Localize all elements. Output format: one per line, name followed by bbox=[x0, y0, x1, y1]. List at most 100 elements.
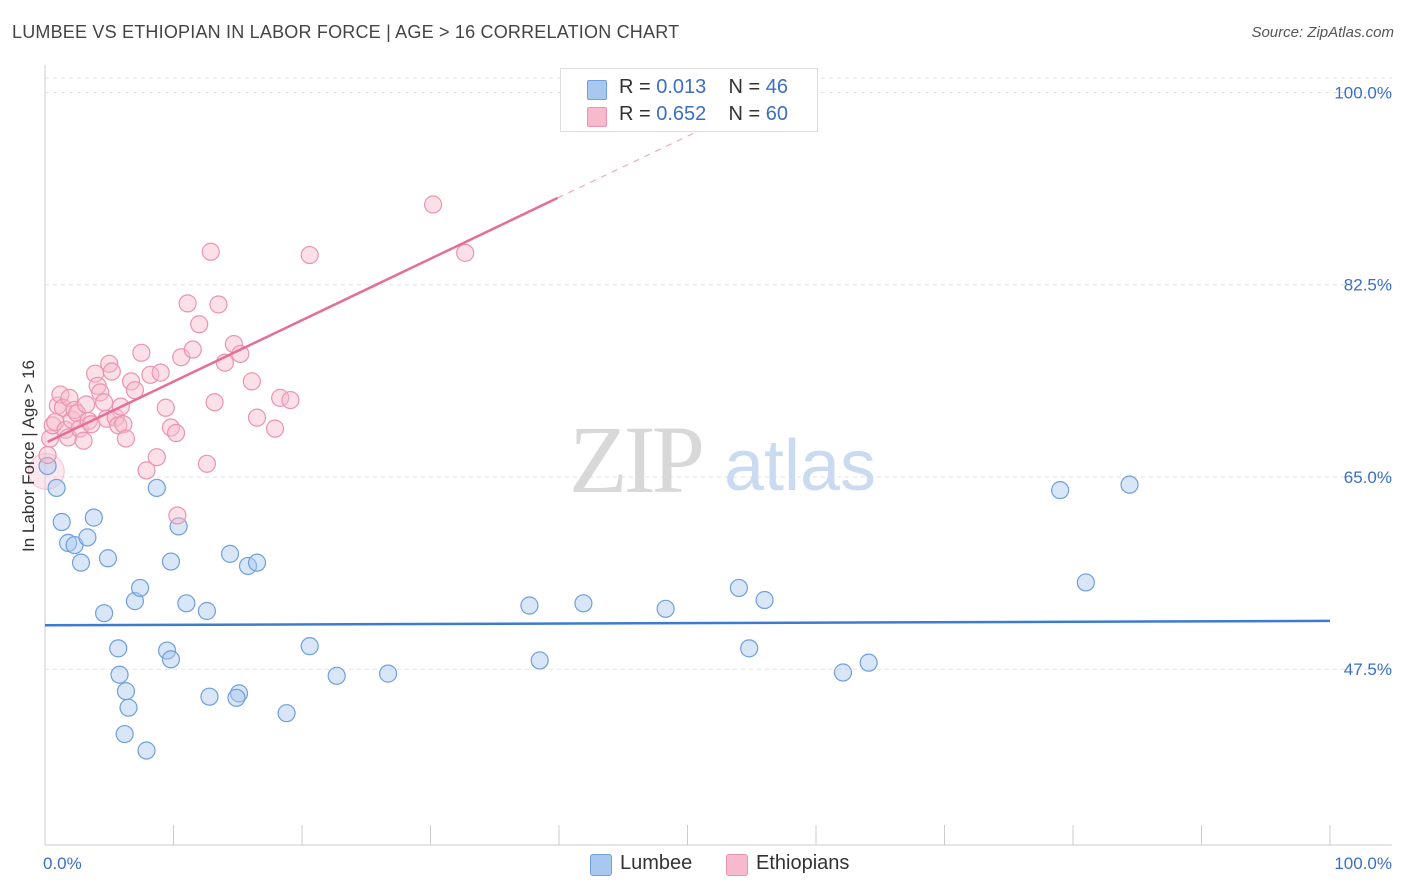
chart-title: LUMBEE VS ETHIOPIAN IN LABOR FORCE | AGE… bbox=[12, 22, 680, 42]
y-tick-label: 47.5% bbox=[1344, 660, 1392, 679]
ethiopian-point bbox=[265, 419, 285, 438]
watermark-atlas: atlas bbox=[724, 426, 876, 506]
lumbee-point bbox=[378, 664, 398, 683]
ethiopian-point bbox=[65, 400, 84, 420]
lumbee-point bbox=[84, 508, 103, 527]
ethiopian-point bbox=[242, 372, 261, 391]
lumbee-point bbox=[161, 552, 181, 571]
legend-n-value: 46 bbox=[765, 76, 789, 98]
tick-labels: 47.5% 65.0% 82.5% 100.0% 0.0% 100.0% bbox=[43, 83, 1392, 873]
lumbee-point bbox=[327, 666, 346, 685]
lumbee-point bbox=[656, 599, 675, 618]
ethiopian-point bbox=[161, 418, 181, 437]
lumbee-point bbox=[98, 549, 118, 568]
y-tick-label: 65.0% bbox=[1344, 468, 1392, 487]
lumbee-point bbox=[247, 553, 267, 572]
lumbee-point bbox=[71, 553, 91, 572]
ethiopian-point bbox=[281, 390, 300, 410]
source-label: Source: ZipAtlas.com bbox=[1251, 24, 1394, 41]
lumbee-point bbox=[833, 663, 853, 682]
lumbee-point bbox=[1120, 475, 1139, 494]
legend-r-label: R = bbox=[619, 103, 651, 125]
ethiopian-point bbox=[132, 343, 151, 362]
ethiopian-point bbox=[247, 408, 267, 427]
axes bbox=[44, 65, 1392, 846]
lumbee-point bbox=[95, 604, 114, 623]
lumbee-point bbox=[200, 687, 219, 706]
lumbee-point bbox=[277, 704, 296, 723]
lumbee-point bbox=[220, 544, 240, 563]
correlation-legend: R = 0.013 N = 46 R = 0.652 N = 60 bbox=[560, 68, 818, 132]
lumbee-point bbox=[109, 639, 128, 658]
lumbee-point bbox=[147, 478, 166, 498]
ethiopian-point bbox=[77, 395, 96, 414]
legend-n-value: 60 bbox=[765, 103, 789, 125]
ethiopian-point bbox=[116, 429, 136, 448]
ethiopian-point bbox=[168, 506, 187, 525]
lumbee-point bbox=[157, 641, 177, 660]
lumbee-point bbox=[574, 594, 593, 613]
lumbee-point bbox=[110, 665, 129, 684]
ethiopian-point bbox=[121, 372, 141, 391]
ethiopian-point bbox=[456, 243, 475, 262]
lumbee-point bbox=[115, 724, 134, 744]
lumbee-point bbox=[859, 653, 878, 672]
ethiopian-point bbox=[205, 393, 224, 412]
data-points bbox=[27, 195, 1139, 760]
lumbee-point bbox=[755, 590, 774, 610]
ethiopian-point bbox=[53, 398, 73, 417]
y-axis-label: In Labor Force | Age > 16 bbox=[19, 360, 38, 552]
legend-r-label: R = bbox=[619, 76, 651, 98]
y-tick-label: 100.0% bbox=[1334, 83, 1392, 102]
lumbee-point bbox=[729, 578, 749, 598]
ethiopian-trend-line bbox=[47, 196, 559, 443]
lumbee-point bbox=[227, 688, 246, 707]
legend-r-value: 0.652 bbox=[656, 103, 707, 125]
series-swatch-lumbee bbox=[590, 854, 612, 876]
lumbee-point bbox=[47, 478, 66, 498]
legend-n-label: N = bbox=[728, 76, 761, 98]
ethiopian-point bbox=[183, 340, 202, 359]
ethiopian-point bbox=[95, 393, 114, 412]
ethiopian-point bbox=[156, 398, 175, 417]
series-label-ethiopians: Ethiopians bbox=[756, 852, 850, 874]
lumbee-trend-line bbox=[44, 619, 1331, 627]
lumbee-point bbox=[52, 512, 71, 532]
lumbee-point bbox=[130, 578, 150, 598]
ethiopian-point bbox=[166, 423, 186, 443]
legend-r-value: 0.013 bbox=[656, 76, 707, 98]
ethiopian-point bbox=[201, 242, 220, 261]
legend-swatch-lumbee bbox=[587, 80, 607, 100]
ethiopian-point bbox=[300, 245, 319, 265]
ethiopian-point bbox=[137, 461, 156, 480]
lumbee-point bbox=[740, 639, 759, 658]
lumbee-point bbox=[1051, 481, 1070, 500]
ethiopian-point bbox=[151, 363, 170, 382]
lumbee-point bbox=[197, 601, 217, 621]
legend-n-label: N = bbox=[728, 103, 761, 125]
legend-swatch-ethiopians bbox=[587, 107, 607, 127]
watermark: ZIP atlas bbox=[569, 406, 876, 513]
lumbee-point bbox=[520, 596, 539, 615]
ethiopian-point bbox=[102, 362, 121, 381]
lumbee-point bbox=[116, 682, 136, 701]
lumbee-point bbox=[78, 528, 97, 547]
ethiopian-point bbox=[147, 448, 166, 467]
ethiopian-point bbox=[38, 445, 57, 465]
gridlines bbox=[45, 77, 1392, 670]
y-tick-label: 82.5% bbox=[1344, 276, 1392, 295]
ethiopian-trend-extension bbox=[557, 121, 718, 199]
ethiopian-point bbox=[91, 383, 110, 402]
lumbee-point bbox=[300, 637, 319, 656]
trend-lines bbox=[44, 121, 1331, 627]
ethiopian-point bbox=[423, 195, 443, 214]
lumbee-point bbox=[177, 594, 196, 613]
lumbee-point bbox=[1076, 573, 1095, 592]
ethiopian-point bbox=[190, 315, 209, 334]
lumbee-point bbox=[161, 650, 181, 669]
series-label-lumbee: Lumbee bbox=[620, 852, 693, 874]
x-tick-label: 0.0% bbox=[43, 854, 82, 873]
ethiopian-point bbox=[60, 388, 79, 407]
ethiopian-point bbox=[178, 294, 197, 313]
